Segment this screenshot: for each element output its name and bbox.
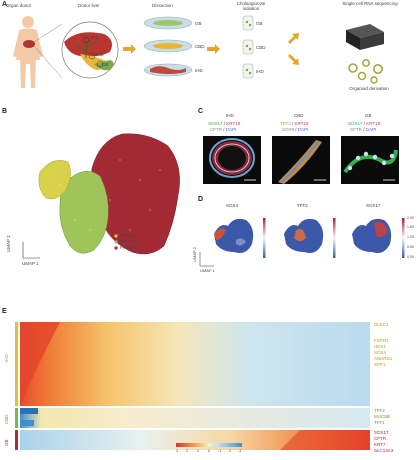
tube-label-ihd: IHD <box>256 69 264 74</box>
scale-tick: 1.00 <box>407 235 414 239</box>
scale-tick: 0.00 <box>407 255 414 259</box>
marker-dapi: DAPI <box>365 127 377 132</box>
liver-region-chd: CHD <box>94 52 104 57</box>
gene-label: TFF1 <box>374 420 385 425</box>
donor-liver-illustration <box>61 21 119 79</box>
colorbar-tick: 2 <box>186 449 188 453</box>
panel-a <box>13 15 384 88</box>
panel-d-title-sox17: SOX17 <box>366 203 381 208</box>
marker-krt19: KRT19 <box>294 121 309 126</box>
organoid-derivation-label: Organoid derivation <box>349 86 389 91</box>
panel-c-title-gb: GB <box>365 113 372 118</box>
gene-label: SOX4 <box>374 350 387 355</box>
marker-sox9: SOX9 <box>282 127 295 132</box>
liver-region-gb: GB <box>102 62 109 67</box>
arrow-icon <box>288 33 299 44</box>
marker-gb-line2: CFTR / DAPI <box>350 127 377 132</box>
arrow-icon <box>207 44 220 54</box>
colorbar-tick: -3 <box>238 449 242 453</box>
panel-c-title-cbd: CBD <box>294 113 304 118</box>
scale-tick: 2.00 <box>407 216 414 220</box>
legend-cbd: PNI CBD <box>120 239 139 244</box>
group-label-cbd: CBD <box>4 414 9 424</box>
isolation-tubes <box>242 15 254 79</box>
panel-c-title-ihd: IHD <box>226 113 234 118</box>
marker-cbd-line1: TFF2 / KRT19 <box>280 121 309 126</box>
marker-cftr: CFTR <box>210 127 222 132</box>
colorbar-tick: 1 <box>197 449 199 453</box>
organoid-rings-illustration <box>348 59 383 84</box>
marker-sox17: SOX17 <box>348 121 363 126</box>
single-cell-sequencing-label: Single cell RNA sequencing <box>342 1 398 6</box>
dish-label-ihd: IHD <box>195 68 203 73</box>
panel-d-letter: D <box>198 196 204 203</box>
panel-c-microscopy <box>203 136 399 184</box>
panel-a-letter: A <box>2 1 8 8</box>
panel-d-feature-umaps <box>199 212 405 267</box>
panel-c-letter: C <box>198 108 204 115</box>
tube-label-cbd: CBD <box>256 45 266 50</box>
panel-d-title-sox4: SOX4 <box>226 203 239 208</box>
marker-dapi: DAPI <box>225 127 237 132</box>
marker-ihd-line1: SOX17 / KRT19 <box>208 121 241 126</box>
marker-ihd-line2: CFTR / DAPI <box>210 127 237 132</box>
gene-label: CFTR <box>374 436 386 441</box>
umap-xlabel: UMAP 1 <box>22 261 39 266</box>
panel-d-xlabel: UMAP 1 <box>200 268 215 273</box>
organ-donor-label: Organ donor <box>6 3 32 8</box>
group-label-gb: GB <box>4 439 9 446</box>
panel-d-ylabel: UMAP 2 <box>192 247 197 262</box>
cholangiocyte-isolation-label: Cholangiocyte isolation <box>236 1 266 11</box>
marker-sox17: SOX17 <box>208 121 223 126</box>
marker-cftr: CFTR <box>350 127 362 132</box>
donor-liver-label: Donor liver <box>78 3 100 8</box>
arrow-icon <box>288 54 299 65</box>
colorbar-tick: 0 <box>208 449 210 453</box>
panel-b-umap <box>22 133 180 259</box>
panel-b-letter: B <box>2 108 8 115</box>
gene-label: DLEC1 <box>374 322 389 327</box>
tube-label-gb: GB <box>256 21 263 26</box>
scale-tick: 0.50 <box>407 245 414 249</box>
group-label-ihd: IHD <box>4 354 9 362</box>
gene-label: HES1 <box>374 344 386 349</box>
colorbar-tick: -1 <box>218 449 222 453</box>
colorbar-tick: -2 <box>228 449 232 453</box>
gene-label: SLC13A3 <box>374 448 394 453</box>
marker-dapi: DAPI <box>297 127 309 132</box>
umap-ylabel: UMAP 2 <box>6 235 11 252</box>
gene-label: SPP1 <box>374 362 386 367</box>
panel-e-letter: E <box>2 308 7 315</box>
sequencer-icon <box>346 24 384 50</box>
marker-tff2: TFF2 <box>280 121 291 126</box>
gene-label: MUC5B <box>374 414 390 419</box>
marker-cbd-line2: SOX9 / DAPI <box>282 127 309 132</box>
gene-label: TFF2 <box>374 408 385 413</box>
cluster-cbd <box>59 170 109 254</box>
marker-gb-line1: SOX17 / KRT19 <box>348 121 381 126</box>
dish-label-gb: GB <box>195 21 202 26</box>
colorbar-tick: 3 <box>176 449 178 453</box>
gene-label: SOX17 <box>374 430 389 435</box>
dissection-dishes <box>143 16 193 77</box>
legend-ihd: PNI IHD <box>120 233 137 238</box>
panel-e-heatmap <box>15 322 370 450</box>
gene-label: ANKRD1 <box>374 356 393 361</box>
dissection-label: Dissection <box>152 3 173 8</box>
cluster-ihd <box>38 160 71 200</box>
scale-tick: 1.50 <box>407 225 414 229</box>
legend-gb: PNI GB <box>120 245 136 250</box>
marker-krt19: KRT19 <box>366 121 381 126</box>
panel-d-title-tff2: TFF2 <box>297 203 308 208</box>
arrow-icon <box>123 44 136 54</box>
gene-label: KRT7 <box>374 442 386 447</box>
marker-krt19: KRT19 <box>226 121 241 126</box>
dish-label-cbd: CBD <box>195 44 205 49</box>
gene-label: FGFR1 <box>374 338 389 343</box>
donor-body-illustration <box>13 16 43 88</box>
liver-region-ihd: IHD <box>91 35 99 40</box>
